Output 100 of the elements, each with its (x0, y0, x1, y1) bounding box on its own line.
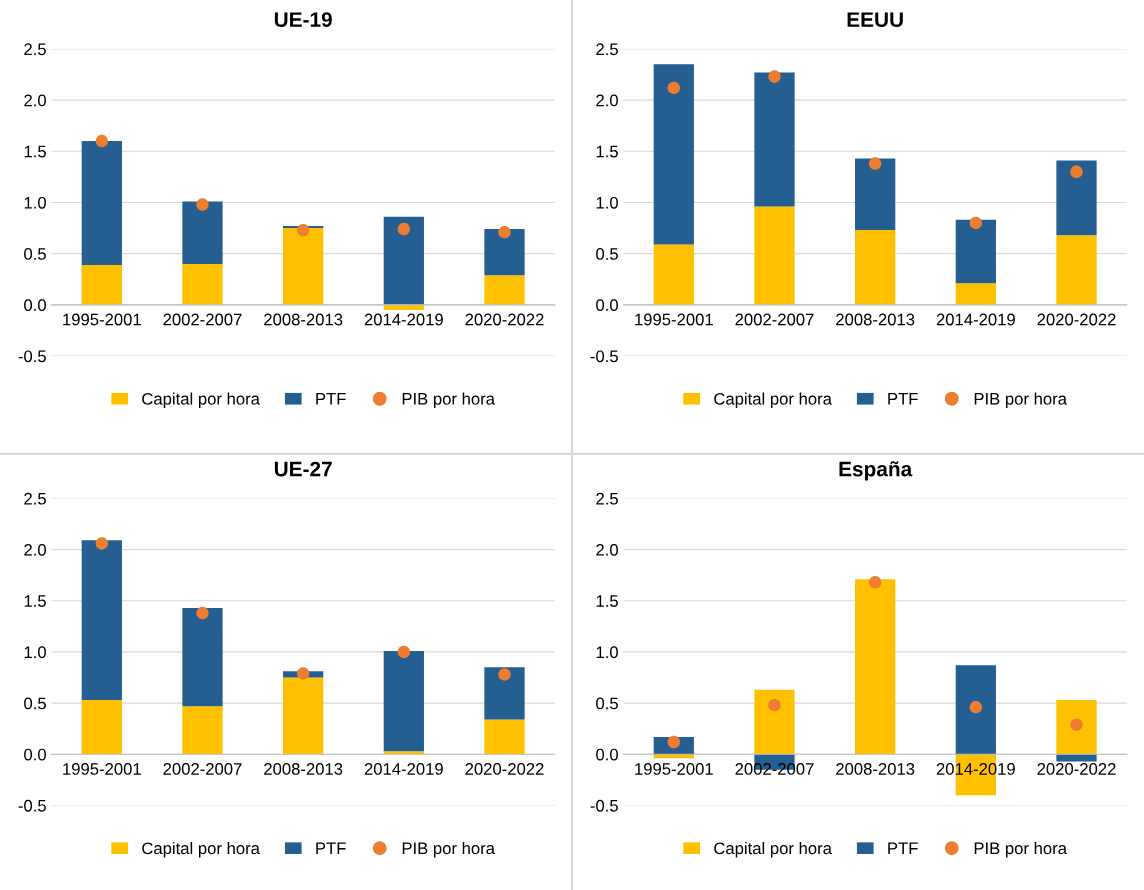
y-tick-label: 2.5 (596, 492, 618, 505)
bar (653, 64, 694, 245)
bar (955, 283, 996, 305)
y-tick-label: 1.5 (24, 595, 46, 607)
point (1070, 165, 1083, 178)
y-tick-label: 1.5 (24, 145, 46, 158)
y-tick-label: 1.0 (24, 646, 46, 659)
bar (484, 229, 525, 276)
point (498, 668, 511, 681)
x-tick-label: 2020-2022 (465, 313, 544, 326)
x-tick-label: 2020-2022 (1037, 313, 1116, 326)
x-tick-label: 1995-2001 (635, 313, 713, 326)
x-tick-label: 2014-2019 (364, 313, 443, 326)
bar (81, 540, 122, 701)
bar (81, 700, 122, 755)
chart-title: España (839, 461, 913, 481)
point (498, 225, 511, 239)
y-tick-label: 2.0 (24, 94, 46, 107)
point (768, 698, 781, 712)
point (969, 700, 983, 714)
y-tick-label: 1.5 (596, 595, 618, 607)
y-tick-label: -0.5 (18, 350, 46, 363)
x-tick-label: 2002-2007 (735, 763, 814, 775)
x-tick-label: 2020-2022 (465, 763, 544, 775)
y-tick-label: 0.0 (596, 748, 618, 761)
bar (383, 216, 424, 305)
bar (754, 72, 795, 207)
legend-label: PIB por hora (974, 392, 1067, 409)
x-tick-label: 1995-2001 (635, 763, 713, 775)
bar (182, 263, 223, 305)
x-tick-label: 1995-2001 (63, 763, 141, 775)
point (95, 537, 109, 550)
x-tick-label: 2020-2022 (1037, 763, 1116, 775)
legend-label: PTF (316, 393, 346, 405)
bar (855, 158, 896, 231)
bar (754, 206, 795, 305)
y-tick-label: 2.0 (24, 543, 46, 556)
point (196, 606, 209, 620)
bar (81, 141, 122, 265)
bar (383, 751, 424, 755)
bar (1056, 235, 1097, 305)
bar (1056, 160, 1097, 236)
bar (182, 201, 223, 264)
x-tick-label: 2008-2013 (264, 313, 343, 326)
y-tick-label: 2.5 (24, 492, 46, 505)
bar (81, 264, 122, 305)
y-tick-label: 0.0 (24, 299, 46, 312)
bar (855, 579, 896, 755)
y-tick-label: 1.5 (596, 145, 618, 158)
legend-label: Capital por hora (142, 841, 260, 858)
bar (955, 665, 996, 755)
legend-label: PTF (888, 393, 918, 405)
point (296, 667, 310, 680)
bar (955, 219, 996, 284)
y-tick-label: 2.0 (596, 543, 618, 556)
x-tick-label: 2002-2007 (163, 763, 242, 775)
x-tick-label: 2014-2019 (364, 763, 443, 775)
legend-label: Capital por hora (142, 392, 260, 409)
point (95, 134, 109, 148)
y-tick-label: 1.0 (24, 196, 46, 209)
point (768, 70, 781, 83)
chart-title: UE-27 (274, 461, 332, 477)
bar (653, 244, 694, 305)
y-tick-label: -0.5 (590, 799, 618, 812)
legend-label: Capital por hora (714, 392, 832, 409)
y-tick-label: 2.5 (596, 43, 618, 56)
legend-label: PIB por hora (402, 392, 495, 409)
bar (855, 230, 896, 305)
bar (383, 650, 424, 752)
x-tick-label: 2002-2007 (735, 313, 814, 326)
bar (383, 304, 424, 310)
y-tick-label: 0.5 (596, 248, 618, 260)
bar (1056, 700, 1097, 755)
bar (283, 677, 324, 755)
bar (484, 719, 525, 755)
y-tick-label: 1.0 (596, 196, 618, 209)
legend-label: PIB por hora (402, 841, 495, 858)
y-tick-label: -0.5 (590, 350, 618, 363)
bar (182, 706, 223, 755)
bar (283, 228, 324, 305)
y-tick-label: 0.5 (24, 697, 46, 710)
point (397, 222, 411, 236)
y-tick-label: 1.0 (596, 646, 618, 659)
x-tick-label: 2008-2013 (836, 763, 915, 775)
legend-label: PIB por hora (974, 841, 1067, 858)
point (397, 645, 411, 659)
bar (484, 275, 525, 305)
y-tick-label: 0.5 (24, 248, 46, 260)
legend-label: PTF (316, 842, 346, 855)
x-tick-label: 1995-2001 (63, 313, 141, 326)
legend-label: Capital por hora (714, 841, 832, 858)
y-tick-label: -0.5 (18, 799, 46, 812)
point (667, 81, 681, 95)
point (1070, 718, 1083, 731)
chart-title: UE-19 (274, 12, 332, 27)
y-tick-label: 0.0 (596, 299, 618, 312)
chart-title: EEUU (847, 12, 903, 27)
point (868, 157, 882, 170)
y-tick-label: 0.5 (596, 697, 618, 710)
bar (754, 689, 795, 755)
